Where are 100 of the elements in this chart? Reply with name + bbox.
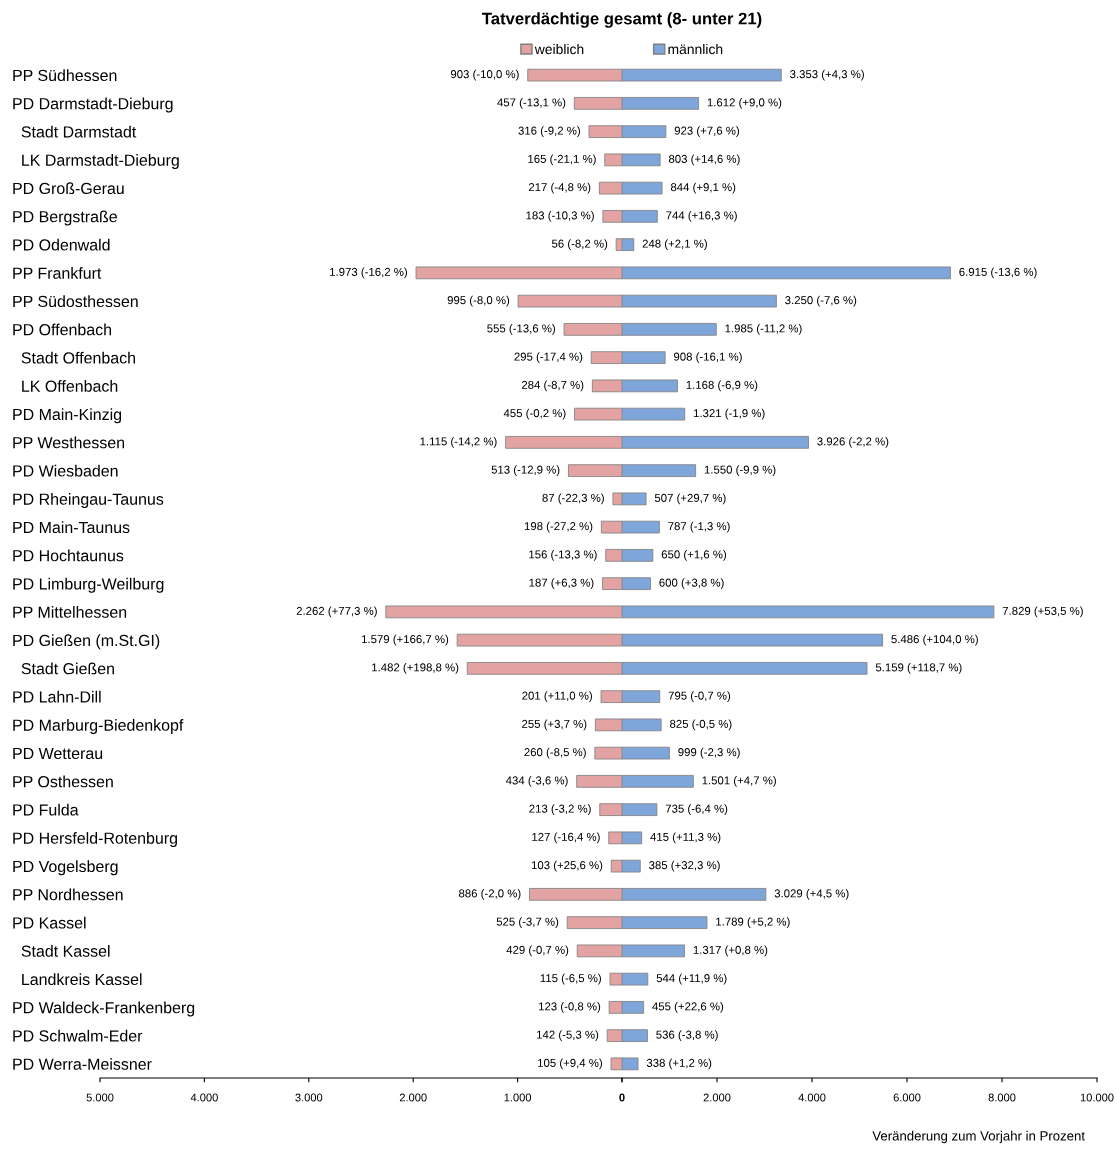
data-label: 1.579 (+166,7 %) (362, 634, 449, 646)
data-label: 903 (-10,0 %) (450, 69, 519, 81)
y-tick-label: PP Frankfurt (13, 267, 102, 279)
data-label: 3.926 (-2,2 %) (817, 437, 889, 448)
x-tick-label: 8.000 (988, 1093, 1016, 1102)
data-label: 87 (-22,3 %) (542, 493, 604, 505)
data-label: 248 (+2,1 %) (642, 239, 707, 250)
data-label: 115 (-6,5 %) (540, 973, 601, 985)
data-label: 735 (-6,4 %) (665, 804, 728, 815)
x-tick-label: 0 (619, 1093, 625, 1102)
data-label: 995 (-8,0 %) (447, 295, 510, 307)
data-label: 1.973 (-16,2 %) (330, 267, 407, 279)
data-label: 201 (+11,0 %) (522, 691, 592, 702)
y-tick-label: PD Limburg-Weilburg (13, 577, 164, 593)
y-tick-label: PD Marburg-Biedenkopf (13, 719, 184, 734)
y-tick-label: PP Osthessen (13, 775, 113, 788)
data-label: 1.985 (-11,2 %) (725, 324, 802, 335)
y-tick-label: PD Bergstraße (13, 210, 117, 226)
data-label: 455 (+22,6 %) (652, 1002, 724, 1013)
y-tick-label: PD Rheingau-Taunus (13, 493, 164, 508)
y-tick-label: PD Main-Kinzig (13, 408, 122, 424)
data-label: 385 (+32,3 %) (649, 860, 720, 872)
data-label: 1.789 (+5,2 %) (716, 917, 790, 928)
data-label: 536 (-3,8 %) (656, 1030, 718, 1041)
x-tick-label: 4.000 (798, 1093, 826, 1102)
data-label: 187 (+6,3 %) (529, 578, 594, 589)
data-label: 127 (-16,4 %) (532, 832, 600, 844)
data-label: 844 (+9,1 %) (670, 182, 736, 194)
data-label: 1.612 (+9,0 %) (707, 98, 782, 109)
x-tick-label: 2.000 (703, 1093, 731, 1102)
y-tick-label: PD Hochtaunus (13, 549, 124, 562)
data-label: 6.915 (-13,6 %) (959, 267, 1037, 279)
y-tick-label: Stadt Darmstadt (21, 125, 137, 138)
y-tick-label: PD Fulda (13, 803, 79, 816)
data-label: 457 (-13,1 %) (497, 98, 566, 109)
data-label: 1.501 (+4,7 %) (702, 776, 776, 787)
data-label: 1.550 (-9,9 %) (704, 465, 776, 476)
data-label: 5.486 (+104,0 %) (891, 634, 978, 646)
chart-title: Tatverdächtige gesamt (8- unter 21) (482, 12, 762, 28)
data-label: 434 (-3,6 %) (505, 776, 568, 787)
y-tick-label: PD Kassel (13, 916, 86, 929)
data-label: 2.262 (+77,3 %) (296, 606, 377, 618)
data-label: 787 (-1,3 %) (668, 521, 730, 533)
data-label: 338 (+1,2 %) (646, 1058, 712, 1070)
y-tick-label: PP Südhessen (13, 69, 117, 82)
data-label: 103 (+25,6 %) (531, 860, 603, 872)
data-label: 455 (-0,2 %) (503, 408, 566, 420)
data-label: 650 (+1,6 %) (661, 550, 727, 561)
data-label: 3.250 (-7,6 %) (785, 295, 857, 307)
x-tick-label: 1.000 (504, 1093, 532, 1102)
y-tick-label: PD Offenbach (13, 323, 112, 336)
data-label: 525 (-3,7 %) (496, 917, 559, 928)
y-tick-label: PP Nordhessen (13, 888, 123, 901)
x-tick-label: 2.000 (399, 1093, 427, 1102)
y-tick-label: PP Mittelhessen (13, 606, 127, 618)
legend-label: weiblich (534, 43, 584, 55)
data-label: 507 (+29,7 %) (654, 493, 726, 505)
data-label: 555 (-13,6 %) (487, 324, 556, 335)
data-label: 156 (-13,3 %) (529, 550, 597, 561)
data-label: 217 (-4,8 %) (528, 182, 591, 194)
data-label: 803 (+14,6 %) (668, 154, 740, 166)
y-tick-label: PD Wiesbaden (13, 464, 118, 477)
data-label: 260 (-8,5 %) (524, 747, 586, 759)
data-label: 142 (-5,3 %) (537, 1030, 599, 1041)
data-label: 284 (-8,7 %) (521, 380, 584, 392)
y-tick-label: PD Werra-Meissner (13, 1058, 152, 1070)
y-tick-label: PD Hersfeld-Rotenburg (13, 832, 177, 847)
x-tick-label: 6.000 (893, 1093, 921, 1102)
data-label: 3.029 (+4,5 %) (774, 889, 849, 900)
y-tick-label: PD Vogelsberg (13, 860, 118, 876)
data-label: 1.168 (-6,9 %) (686, 380, 758, 392)
data-label: 198 (-27,2 %) (524, 521, 593, 533)
y-tick-label: Landkreis Kassel (22, 973, 142, 986)
data-label: 923 (+7,6 %) (674, 126, 739, 137)
y-tick-label: PD Main-Taunus (13, 521, 130, 534)
data-label: 105 (+9,4 %) (538, 1058, 602, 1070)
data-label: 3.353 (+4,3 %) (790, 69, 864, 81)
data-label: 999 (-2,3 %) (678, 747, 740, 759)
data-label: 7.829 (+53,5 %) (1002, 606, 1083, 618)
data-label: 513 (-12,9 %) (491, 465, 560, 476)
data-label: 1.482 (+198,8 %) (372, 663, 459, 674)
y-tick-label: Stadt Offenbach (21, 351, 135, 364)
y-tick-label: PP Westhessen (13, 436, 125, 449)
data-label: 1.317 (+0,8 %) (693, 945, 768, 957)
y-tick-label: LK Offenbach (22, 380, 118, 392)
data-label: 544 (+11,9 %) (656, 973, 727, 985)
data-label: 165 (-21,1 %) (528, 154, 596, 166)
data-label: 123 (-0,8 %) (539, 1002, 601, 1013)
data-label: 255 (+3,7 %) (522, 719, 587, 731)
text: Veränderung zum Vorjahr in Prozent (872, 1130, 1085, 1144)
x-tick-label: 10.000 (1080, 1093, 1114, 1102)
x-tick-label: 4.000 (190, 1093, 218, 1102)
data-label: 744 (+16,3 %) (666, 211, 737, 222)
y-tick-label: LK Darmstadt-Dieburg (22, 154, 179, 169)
data-label: 213 (-3,2 %) (529, 804, 591, 815)
data-label: 316 (-9,2 %) (518, 126, 580, 137)
data-label: 5.159 (+118,7 %) (875, 663, 962, 674)
y-tick-label: PP Südosthessen (13, 295, 138, 308)
data-label: 429 (-0,7 %) (506, 945, 569, 957)
y-tick-label: PD Schwalm-Eder (13, 1029, 143, 1042)
